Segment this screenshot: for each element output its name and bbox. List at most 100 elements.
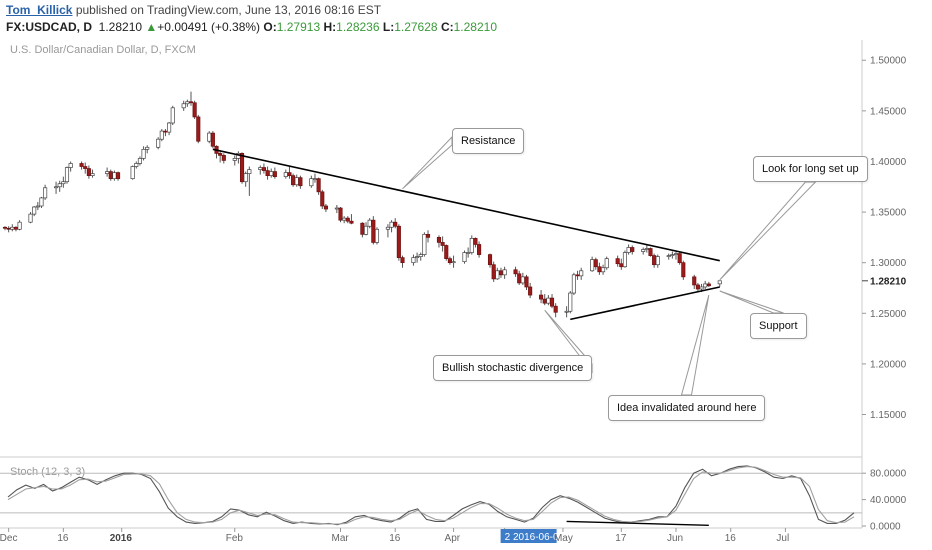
callout-long-setup[interactable]: Look for long set up bbox=[753, 156, 868, 182]
candle-up bbox=[32, 206, 37, 215]
candle-up bbox=[699, 286, 704, 290]
candle-up bbox=[590, 259, 595, 272]
candle-down bbox=[425, 233, 431, 238]
quote-line: FX:USDCAD, D 1.28210 ▲+0.00491 (+0.38%) … bbox=[6, 20, 497, 34]
close-value: 1.28210 bbox=[453, 20, 497, 34]
candle-down bbox=[447, 258, 452, 264]
last-price-label: 1.28210 bbox=[870, 276, 907, 287]
author-link[interactable]: Tom_Killick bbox=[6, 3, 73, 17]
candle-down bbox=[298, 177, 303, 187]
candle-down bbox=[393, 221, 398, 227]
candle-down bbox=[597, 266, 602, 273]
chart-title: U.S. Dollar/Canadian Dollar, D, FXCM bbox=[10, 44, 196, 56]
candle-down bbox=[323, 205, 328, 210]
callout-resistance[interactable]: Resistance bbox=[452, 128, 525, 154]
stoch-line-0 bbox=[7, 465, 855, 526]
candle-up bbox=[367, 219, 372, 227]
candle-up bbox=[363, 225, 369, 235]
y-tick-label: 1.40000 bbox=[870, 157, 907, 168]
candle-up bbox=[159, 130, 164, 140]
candle-up bbox=[469, 238, 474, 253]
candle-down bbox=[338, 207, 343, 221]
candle-up bbox=[495, 270, 500, 280]
candle-down bbox=[192, 102, 197, 118]
candle-up bbox=[717, 280, 722, 285]
candle-up bbox=[546, 297, 551, 304]
candle-down bbox=[498, 270, 504, 276]
candle-up bbox=[57, 183, 62, 188]
candle-down bbox=[2, 226, 8, 229]
candle-up bbox=[170, 107, 175, 124]
candle-down bbox=[444, 245, 449, 259]
change-value: +0.00491 (+0.38%) bbox=[157, 20, 261, 34]
candle-up bbox=[451, 261, 456, 264]
callout-idea-invalidated[interactable]: Idea invalidated around here bbox=[608, 395, 766, 421]
candle-down bbox=[116, 172, 121, 180]
x-tick-label: 17 bbox=[615, 533, 627, 544]
candle-down bbox=[316, 178, 321, 193]
y-tick-label: 1.15000 bbox=[870, 410, 907, 421]
candle-down bbox=[287, 172, 292, 176]
stoch-y-tick-label: 0.0000 bbox=[870, 522, 901, 533]
y-tick-label: 1.50000 bbox=[870, 56, 907, 67]
candle-down bbox=[619, 263, 624, 268]
candle-down bbox=[86, 168, 91, 176]
candle-down bbox=[677, 253, 682, 264]
callout-bullish-divergence[interactable]: Bullish stochastic divergence bbox=[433, 355, 593, 381]
candle-up bbox=[207, 132, 212, 142]
candle-up bbox=[269, 171, 274, 176]
candle-down bbox=[593, 259, 598, 268]
candle-up bbox=[145, 146, 150, 150]
candle-down bbox=[349, 220, 354, 224]
x-tick-label: 2016 bbox=[110, 533, 133, 544]
candle-down bbox=[695, 284, 700, 290]
candle-down bbox=[272, 171, 277, 177]
candle-up bbox=[626, 247, 631, 253]
close-label: C: bbox=[440, 20, 454, 34]
x-tick-label: 16 bbox=[725, 533, 737, 544]
candle-up bbox=[422, 233, 427, 255]
candle-down bbox=[549, 297, 555, 307]
candle-up bbox=[334, 207, 339, 210]
candle-down bbox=[291, 175, 296, 186]
trendline-support bbox=[570, 286, 720, 321]
x-tick-label: Dec bbox=[0, 533, 17, 544]
low-value: 1.27628 bbox=[394, 20, 438, 34]
stoch-line-1 bbox=[7, 466, 855, 525]
candle-up bbox=[502, 269, 507, 276]
candle-down bbox=[692, 276, 697, 286]
callout-support[interactable]: Support bbox=[750, 313, 807, 339]
candle-down bbox=[528, 286, 533, 296]
candle-up bbox=[579, 270, 584, 277]
candle-up bbox=[411, 257, 416, 264]
candle-down bbox=[79, 163, 84, 167]
candle-up bbox=[622, 252, 628, 268]
candle-up bbox=[134, 163, 139, 167]
candle-down bbox=[436, 237, 442, 243]
candle-up bbox=[418, 254, 423, 257]
candle-down bbox=[6, 227, 11, 230]
trendline-resistance bbox=[212, 148, 720, 262]
candle-up bbox=[389, 221, 394, 228]
x-tick-label: Jun bbox=[667, 533, 683, 544]
candle-up bbox=[564, 310, 569, 313]
candle-down bbox=[652, 255, 657, 266]
open-value: 1.27913 bbox=[276, 20, 321, 34]
candle-up bbox=[520, 276, 525, 284]
candle-up bbox=[167, 122, 172, 133]
candle-up bbox=[673, 253, 679, 255]
candle-down bbox=[265, 170, 270, 176]
candle-up bbox=[28, 213, 33, 223]
candle-down bbox=[542, 298, 547, 304]
candle-up bbox=[243, 173, 248, 183]
symbol-label: FX:USDCAD, D bbox=[6, 20, 92, 34]
candle-up bbox=[232, 158, 237, 161]
candle-up bbox=[641, 249, 646, 252]
candle-up bbox=[374, 228, 380, 243]
candle-up bbox=[181, 103, 186, 109]
callout-pointer bbox=[719, 290, 784, 314]
candle-up bbox=[604, 258, 609, 269]
candle-down bbox=[188, 101, 194, 104]
candle-up bbox=[39, 197, 44, 207]
